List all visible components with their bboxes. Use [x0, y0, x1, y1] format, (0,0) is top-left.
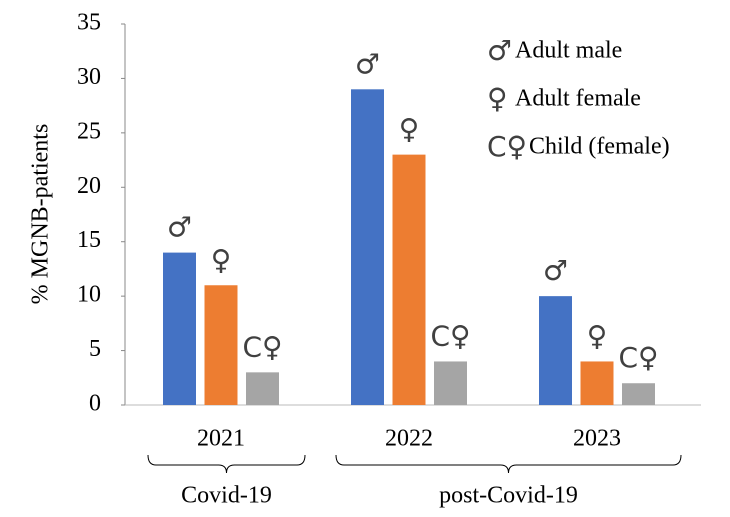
bar: [434, 361, 467, 405]
legend-symbol: ♂: [487, 34, 512, 67]
group-brace: [335, 454, 682, 474]
y-tick-label: 20: [77, 173, 101, 199]
y-tick-label: 25: [77, 118, 101, 144]
legend-symbol: C♀: [487, 130, 527, 163]
bar: [392, 154, 426, 405]
bar-symbol: ♀: [399, 113, 420, 146]
legend-label: Child (female): [529, 134, 670, 160]
y-axis-label: % MGNB-patients: [28, 124, 54, 305]
y-tick-label: 35: [77, 10, 101, 36]
legend-label: Adult male: [515, 38, 622, 64]
bar-symbol: ♂: [167, 211, 192, 244]
bar: [622, 383, 655, 405]
bar-symbol: ♀: [211, 243, 232, 276]
bar: [246, 372, 279, 405]
y-tick-label: 0: [89, 391, 101, 417]
group-brace: [147, 454, 306, 474]
bar: [539, 296, 572, 405]
y-tick-label: 30: [77, 64, 101, 90]
group-label: Covid-19: [181, 483, 272, 509]
bar: [163, 252, 196, 405]
y-tick-label: 10: [77, 282, 101, 308]
group-label: post-Covid-19: [439, 483, 578, 509]
x-tick-label: 2021: [197, 426, 245, 452]
bar: [204, 285, 238, 405]
bar-symbol: ♂: [355, 47, 380, 80]
bar-symbol: C♀: [242, 330, 282, 363]
bar-symbol: ♂: [543, 254, 568, 287]
x-tick-label: 2023: [573, 426, 621, 452]
legend-label: Adult female: [515, 86, 641, 112]
y-tick-label: 15: [77, 227, 101, 253]
bar: [580, 361, 614, 405]
bar-symbol: C♀: [430, 319, 470, 352]
legend-symbol: ♀: [487, 82, 508, 115]
bar-symbol: C♀: [618, 341, 658, 374]
x-tick-label: 2022: [385, 426, 433, 452]
y-tick-label: 5: [89, 336, 101, 362]
bar: [351, 89, 384, 406]
bar-symbol: ♀: [587, 319, 608, 352]
